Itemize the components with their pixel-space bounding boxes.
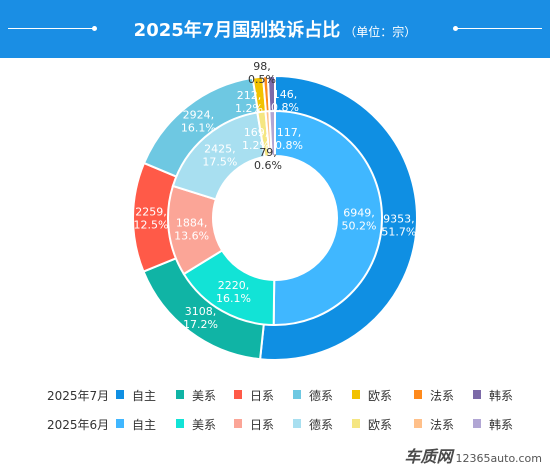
legend-item-label: 韩系 — [489, 418, 514, 432]
chart-title-text: 2025年7月国别投诉占比 — [133, 20, 341, 41]
legend-item-label: 美系 — [192, 418, 217, 432]
inner-label-dexi: 2425, 17.5% — [202, 143, 237, 169]
donut-chart: 9353, 51.7% 3108, 17.2% 2259, 12.5% 2924, 16.1%… — [132, 60, 418, 361]
legend-row: 2025年6月 自主 美系 日系 德系 欧系 法系 韩系 — [0, 416, 550, 432]
legend-swatch — [234, 419, 242, 428]
legend-swatch — [176, 390, 184, 399]
legend-item-label: 德系 — [309, 418, 334, 432]
legend-item-label: 美系 — [192, 389, 217, 403]
legend-item-label: 德系 — [309, 389, 334, 403]
legend-period-label: 2025年6月 — [47, 418, 110, 432]
legend-row: 2025年7月 自主 美系 日系 德系 欧系 法系 韩系 — [0, 387, 550, 403]
legend-item-label: 自主 — [132, 418, 157, 432]
inner-label-hanxi: 117, 0.8% — [275, 126, 303, 152]
legend-swatch — [352, 419, 360, 428]
inner-slice-zizhu — [272, 109, 383, 326]
inner-label-zizhu: 6949, 50.2% — [342, 207, 377, 233]
legend-item-label: 日系 — [250, 418, 275, 432]
legend-swatch — [293, 419, 301, 428]
legend-item-label: 韩系 — [489, 389, 514, 403]
header-line-right — [456, 28, 542, 29]
inner-label-meixi: 2220, 16.1% — [216, 279, 251, 305]
header-dot-right — [453, 26, 458, 31]
legend-item-label: 欧系 — [368, 389, 393, 403]
inner-slice-hanxi — [268, 109, 276, 158]
watermark-url: 12365auto.com — [455, 452, 542, 465]
legend-swatch — [176, 419, 184, 428]
legend-swatch — [473, 419, 481, 428]
inner-label-faxi: 79, 0.6% — [254, 146, 282, 172]
legend-item-label: 法系 — [430, 389, 455, 403]
chart-subtitle: （单位：宗） — [344, 25, 417, 39]
chart-title: 2025年7月国别投诉占比 （单位：宗） — [0, 16, 550, 42]
watermark-logo: 车质网 — [404, 447, 453, 466]
legend-swatch — [414, 390, 422, 399]
outer-label-meixi: 3108, 17.2% — [183, 305, 218, 331]
legend-swatch — [234, 390, 242, 399]
legend-item-label: 欧系 — [368, 418, 393, 432]
legend-swatch — [116, 390, 124, 399]
legend-period-label: 2025年7月 — [47, 389, 110, 403]
legend-item-label: 自主 — [132, 389, 157, 403]
legend-swatch — [414, 419, 422, 428]
legend-swatch — [293, 390, 301, 399]
outer-label-dexi: 2924, 16.1% — [181, 108, 216, 134]
outer-label-rixi: 2259, 12.5% — [134, 205, 169, 231]
header-line-left — [8, 28, 94, 29]
inner-label-ouxi: 169, 1.2% — [242, 126, 270, 152]
header-bar: 2025年7月国别投诉占比 （单位：宗） — [0, 0, 550, 58]
outer-label-faxi: 98, 0.5% — [248, 60, 276, 86]
legend-item-label: 日系 — [250, 389, 275, 403]
watermark: 车质网 12365auto.com — [404, 443, 542, 466]
legend-item-label: 法系 — [430, 418, 455, 432]
header-dot-left — [92, 26, 97, 31]
legend-swatch — [352, 390, 360, 399]
outer-label-zizhu: 9353, 51.7% — [381, 213, 416, 239]
legend-swatch — [473, 390, 481, 399]
legend-swatch — [116, 419, 124, 428]
outer-label-ouxi: 212, 1.2% — [235, 89, 263, 115]
inner-label-rixi: 1884, 13.6% — [174, 216, 209, 242]
